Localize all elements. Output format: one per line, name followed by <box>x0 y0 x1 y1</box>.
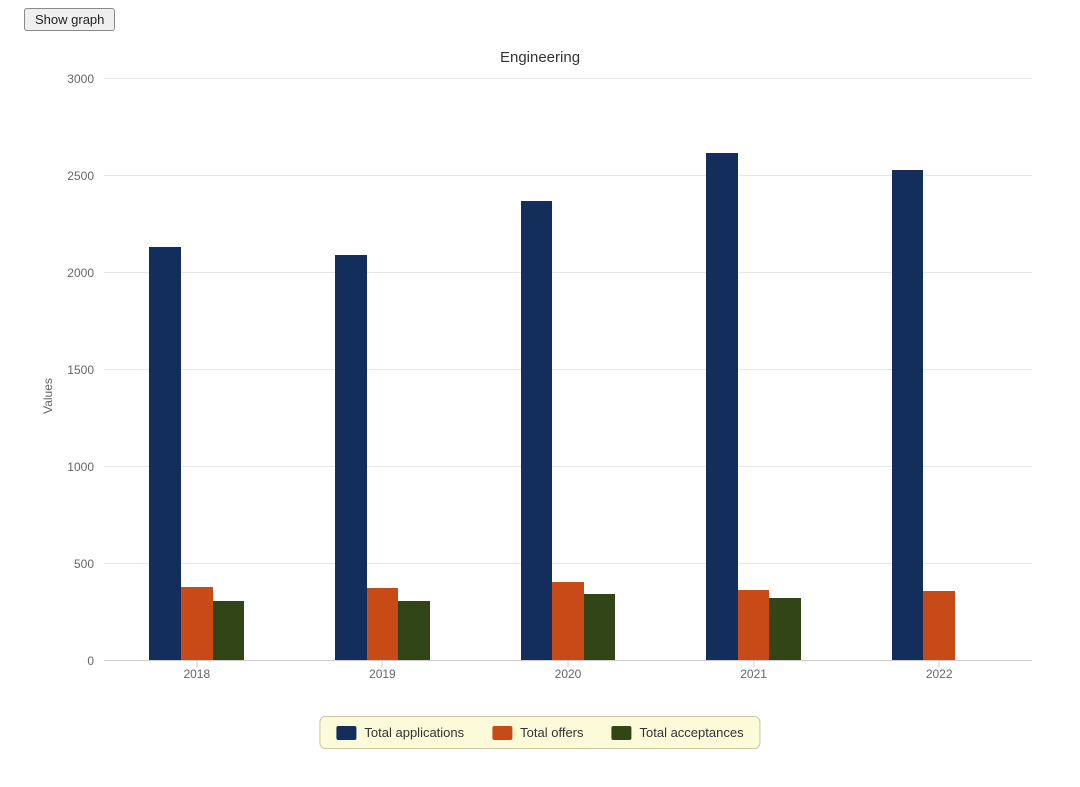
bar <box>769 598 801 661</box>
y-axis-label: Values <box>41 378 55 414</box>
x-tick-labels: 2018 2019 2020 2021 2022 <box>104 667 1032 687</box>
chart-title: Engineering <box>24 49 1056 66</box>
y-tick-label: 1000 <box>67 460 104 474</box>
bars-layer <box>104 79 1032 661</box>
bar <box>367 588 399 661</box>
show-graph-button[interactable]: Show graph <box>24 8 115 31</box>
bar <box>923 591 955 661</box>
legend-item[interactable]: Total applications <box>336 725 464 740</box>
legend-item[interactable]: Total offers <box>492 725 583 740</box>
legend-swatch <box>336 726 356 740</box>
bar <box>149 247 181 661</box>
legend: Total applications Total offers Total acce… <box>319 716 760 749</box>
y-tick-label: 2000 <box>67 266 104 280</box>
bar <box>213 601 245 661</box>
legend-item[interactable]: Total acceptances <box>612 725 744 740</box>
x-tick-label: 2022 <box>926 667 953 681</box>
legend-swatch <box>612 726 632 740</box>
y-tick-label: 500 <box>74 557 104 571</box>
bar <box>521 201 553 661</box>
y-tick-label: 2500 <box>67 169 104 183</box>
x-tick-label: 2021 <box>740 667 767 681</box>
chart-container: Engineering Values 050010001500200025003… <box>24 31 1056 761</box>
bar <box>738 590 770 661</box>
x-tick-label: 2019 <box>369 667 396 681</box>
plot-area: 050010001500200025003000 201820192020202… <box>104 79 1032 661</box>
bar <box>335 255 367 661</box>
x-tick-label: 2018 <box>183 667 210 681</box>
y-tick-label: 0 <box>87 654 104 668</box>
legend-label: Total offers <box>520 725 583 740</box>
legend-swatch <box>492 726 512 740</box>
bar <box>552 582 584 661</box>
x-tick-label: 2020 <box>555 667 582 681</box>
bar <box>706 153 738 661</box>
bar <box>398 601 430 661</box>
bar <box>584 594 616 661</box>
legend-label: Total acceptances <box>640 725 744 740</box>
legend-label: Total applications <box>364 725 464 740</box>
y-tick-label: 1500 <box>67 363 104 377</box>
bar <box>892 170 924 661</box>
y-tick-label: 3000 <box>67 72 104 86</box>
bar <box>181 587 213 661</box>
